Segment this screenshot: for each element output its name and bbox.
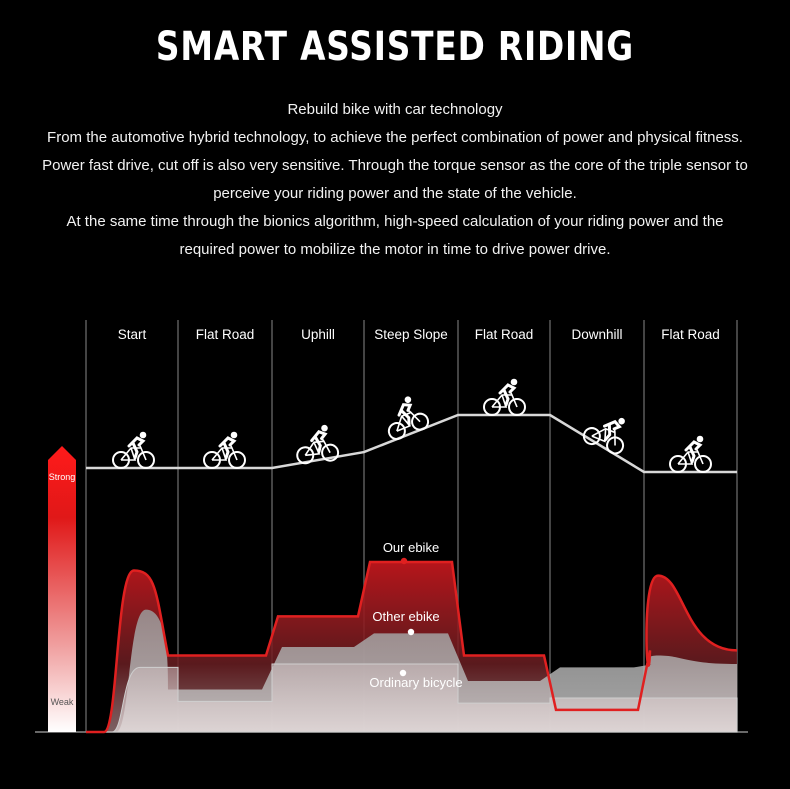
- segment-label: Steep Slope: [374, 327, 448, 342]
- intro-paragraph-2: From the automotive hybrid technology, t…: [42, 129, 748, 202]
- series-marker: [407, 628, 415, 636]
- segment-label: Uphill: [301, 327, 335, 342]
- series-label: Ordinary bicycle: [369, 675, 462, 690]
- series-label: Our ebike: [383, 540, 439, 555]
- cyclist-icon: [582, 417, 625, 455]
- cyclist-icon: [112, 431, 155, 469]
- cyclist-icon: [483, 378, 526, 416]
- segment-label: Downhill: [571, 327, 622, 342]
- power-scale-arrow: [48, 446, 76, 732]
- terrain-line: [86, 413, 737, 474]
- segment-label: Flat Road: [661, 327, 720, 342]
- intro-paragraph-3: At the same time through the bionics alg…: [66, 213, 724, 258]
- cyclist-icon: [296, 424, 340, 465]
- series-label: Other ebike: [372, 609, 439, 624]
- series-marker: [400, 557, 408, 565]
- cyclist-icon: [669, 435, 712, 473]
- intro-text: Rebuild bike with car technology From th…: [40, 96, 750, 264]
- intro-line-1: Rebuild bike with car technology: [287, 101, 503, 118]
- segment-label: Flat Road: [475, 327, 534, 342]
- page-title: SMART ASSISTED RIDING: [155, 24, 635, 70]
- cyclist-icon: [387, 396, 430, 441]
- cyclist-icon: [203, 431, 246, 469]
- scale-weak-label: Weak: [51, 697, 74, 707]
- series-marker: [399, 669, 407, 677]
- segment-label: Flat Road: [196, 327, 255, 342]
- our-ebike-line: [86, 560, 738, 734]
- segment-label: Start: [118, 327, 147, 342]
- scale-strong-label: Strong: [49, 472, 76, 482]
- ordinary-bicycle-area: [86, 663, 738, 733]
